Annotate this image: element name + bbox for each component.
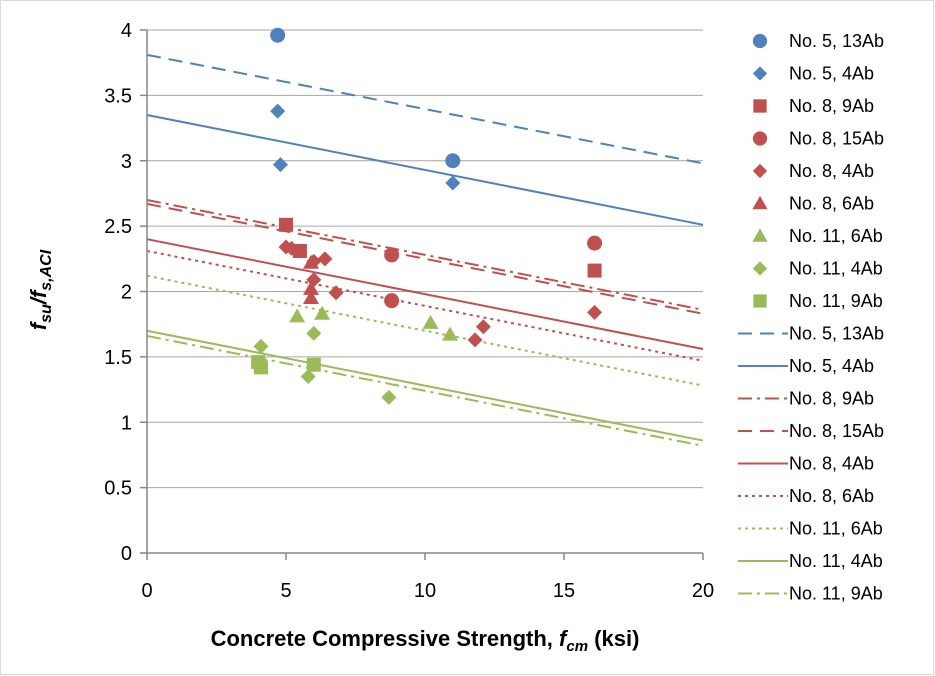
legend-label: No. 11, 9Ab [789, 291, 883, 311]
y-tick-label: 0.5 [104, 478, 132, 500]
x-axis-title: Concrete Compressive Strength, fcm (ksi) [211, 626, 640, 655]
legend-label: No. 8, 4Ab [789, 454, 874, 474]
legend-label: No. 8, 4Ab [789, 161, 874, 181]
data-point-no-8-4ab [317, 251, 333, 267]
data-point-no-5-4ab [445, 175, 461, 191]
data-point-no-11-4ab [253, 338, 269, 354]
legend-marker-no-11-4ab [752, 261, 768, 276]
data-point-no-11-4ab [306, 325, 322, 341]
legend-marker-no-5-4ab [752, 66, 768, 81]
trend-line-no-8-4ab [146, 238, 704, 351]
data-point-no-8-4ab [328, 285, 344, 301]
y-axis-title: fsu/fs,ACI [26, 249, 55, 330]
trend-line-no-8-15ab [146, 202, 704, 315]
trend-line-no-8-9ab [146, 198, 704, 311]
legend: No. 5, 13Ab No. 5, 4Ab No. 8, 9Ab No. 8, 15… [738, 31, 884, 604]
x-tick-label: 15 [553, 580, 575, 602]
legend-label: No. 5, 13Ab [789, 31, 884, 51]
trend-line-no-11-4ab [146, 329, 704, 442]
y-tick-label: 0 [121, 543, 132, 565]
legend-label: No. 8, 15Ab [789, 421, 884, 441]
x-tick-label: 20 [692, 580, 714, 602]
data-point-no-8-4ab [284, 240, 300, 256]
y-tick-label: 3 [121, 151, 132, 173]
data-point-no-5-13ab [270, 27, 286, 43]
legend-label: No. 8, 9Ab [789, 96, 874, 116]
x-tick-label: 0 [141, 580, 152, 602]
legend-marker-no-5-13ab [752, 33, 768, 49]
y-tick-label: 4 [121, 20, 132, 42]
data-point-no-11-9ab [306, 357, 321, 372]
data-point-no-8-4ab [467, 332, 483, 348]
data-point-no-8-15ab [587, 235, 603, 251]
data-point-no-8-15ab [384, 293, 400, 309]
data-point-no-11-6ab [314, 305, 331, 320]
trend-line-no-5-13ab [146, 53, 704, 165]
data-point-no-11-6ab [422, 314, 439, 329]
data-markers [251, 27, 603, 405]
data-point-no-8-4ab [475, 319, 491, 335]
data-point-no-8-15ab [384, 247, 400, 263]
trend-line-no-5-4ab [146, 114, 704, 226]
legend-marker-no-8-4ab [752, 163, 768, 179]
legend-label: No. 11, 4Ab [789, 551, 883, 571]
data-point-no-11-4ab [300, 368, 316, 384]
legend-label: No. 8, 15Ab [789, 129, 884, 149]
legend-marker-no-11-6ab [752, 228, 768, 242]
legend-marker-no-8-6ab [752, 195, 768, 210]
legend-label: No. 5, 4Ab [789, 64, 874, 84]
data-point-no-5-13ab [445, 153, 461, 169]
legend-marker-no-8-9ab [753, 99, 767, 113]
data-point-no-8-9ab [587, 263, 602, 278]
data-point-no-8-6ab [303, 280, 320, 295]
legend-label: No. 8, 9Ab [789, 389, 874, 409]
trend-line-no-11-9ab [146, 334, 704, 447]
data-point-no-11-6ab [289, 308, 306, 323]
data-point-no-11-4ab [381, 389, 397, 405]
legend-marker-no-8-15ab [752, 131, 768, 146]
x-tick-label: 5 [280, 580, 291, 602]
data-point-no-11-9ab [253, 360, 268, 375]
legend-label: No. 5, 4Ab [789, 356, 874, 376]
y-tick-label: 2 [121, 282, 132, 304]
x-tick-label: 10 [414, 580, 436, 602]
y-tick-label: 1.5 [104, 347, 132, 369]
axes: 0 0.5 1 1.5 2 2.5 3 3.5 4 0 5 10 15 20 [104, 20, 714, 602]
data-point-no-8-6ab [303, 290, 320, 305]
data-point-no-8-6ab [303, 254, 320, 269]
legend-label: No. 11, 4Ab [789, 259, 883, 279]
legend-marker-no-11-9ab [753, 294, 767, 308]
legend-label: No. 11, 6Ab [789, 226, 883, 246]
legend-label: No. 11, 6Ab [789, 519, 883, 539]
legend-label: No. 8, 6Ab [789, 194, 874, 214]
y-tick-label: 3.5 [104, 85, 132, 107]
trend-lines [146, 53, 704, 447]
data-point-no-8-9ab [279, 217, 293, 232]
data-point-no-5-4ab [272, 157, 288, 173]
legend-label: No. 8, 6Ab [789, 486, 874, 506]
data-point-no-8-4ab [587, 304, 603, 320]
y-tick-label: 2.5 [104, 216, 132, 238]
legend-label: No. 5, 13Ab [789, 324, 884, 344]
data-point-no-11-6ab [442, 326, 459, 341]
y-tick-label: 1 [121, 412, 132, 434]
legend-label: No. 11, 9Ab [789, 584, 883, 604]
data-point-no-5-4ab [270, 103, 286, 119]
